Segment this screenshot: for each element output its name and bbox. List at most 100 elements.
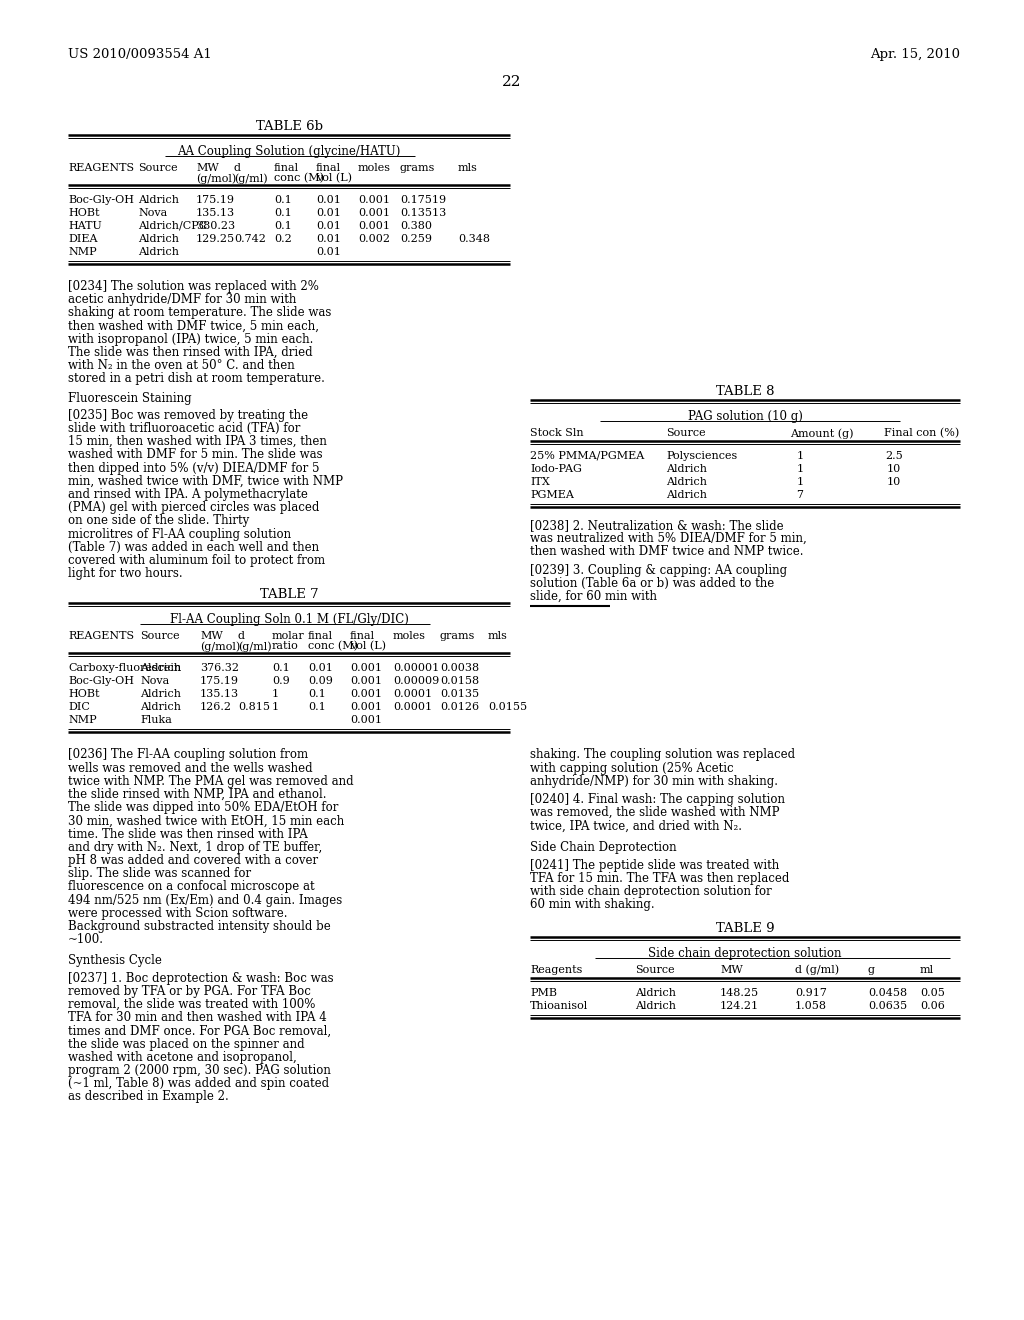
Text: 7: 7 <box>797 490 804 500</box>
Text: with capping solution (25% Acetic: with capping solution (25% Acetic <box>530 762 733 775</box>
Text: 1.058: 1.058 <box>795 1001 827 1011</box>
Text: Source: Source <box>635 965 675 974</box>
Text: 0.13513: 0.13513 <box>400 209 446 218</box>
Text: twice with NMP. The PMA gel was removed and: twice with NMP. The PMA gel was removed … <box>68 775 353 788</box>
Text: 129.25: 129.25 <box>196 234 236 244</box>
Text: 1: 1 <box>272 689 280 700</box>
Text: 10: 10 <box>887 465 901 474</box>
Text: ml: ml <box>920 965 934 974</box>
Text: 0.0155: 0.0155 <box>488 702 527 713</box>
Text: MW: MW <box>200 631 223 642</box>
Text: on one side of the slide. Thirty: on one side of the slide. Thirty <box>68 515 249 528</box>
Text: 0.001: 0.001 <box>350 664 382 673</box>
Text: 380.23: 380.23 <box>196 220 236 231</box>
Text: (g/ml): (g/ml) <box>238 642 271 652</box>
Text: 0.1: 0.1 <box>274 195 292 205</box>
Text: Side Chain Deprotection: Side Chain Deprotection <box>530 841 677 854</box>
Text: Fluka: Fluka <box>140 715 172 726</box>
Text: [0237] 1. Boc deprotection & wash: Boc was: [0237] 1. Boc deprotection & wash: Boc w… <box>68 972 334 985</box>
Text: TABLE 6b: TABLE 6b <box>256 120 323 133</box>
Text: d: d <box>234 162 241 173</box>
Text: anhydride/NMP) for 30 min with shaking.: anhydride/NMP) for 30 min with shaking. <box>530 775 778 788</box>
Text: 126.2: 126.2 <box>200 702 232 713</box>
Text: slide, for 60 min with: slide, for 60 min with <box>530 590 657 603</box>
Text: 0.917: 0.917 <box>795 987 826 998</box>
Text: vol (L): vol (L) <box>350 642 386 652</box>
Text: covered with aluminum foil to protect from: covered with aluminum foil to protect fr… <box>68 554 326 568</box>
Text: 0.001: 0.001 <box>350 676 382 686</box>
Text: 15 min, then washed with IPA 3 times, then: 15 min, then washed with IPA 3 times, th… <box>68 436 327 449</box>
Text: Aldrich: Aldrich <box>138 195 179 205</box>
Text: 1: 1 <box>797 465 804 474</box>
Text: Aldrich: Aldrich <box>635 1001 676 1011</box>
Text: final: final <box>274 162 299 173</box>
Text: wells was removed and the wells washed: wells was removed and the wells washed <box>68 762 312 775</box>
Text: 2.5: 2.5 <box>885 451 903 461</box>
Text: conc (M): conc (M) <box>308 642 358 652</box>
Text: 0.01: 0.01 <box>316 195 341 205</box>
Text: 0.05: 0.05 <box>920 987 945 998</box>
Text: removed by TFA or by PGA. For TFA Boc: removed by TFA or by PGA. For TFA Boc <box>68 985 311 998</box>
Text: AA Coupling Solution (glycine/HATU): AA Coupling Solution (glycine/HATU) <box>177 145 400 158</box>
Text: then washed with DMF twice and NMP twice.: then washed with DMF twice and NMP twice… <box>530 545 804 558</box>
Text: 0.001: 0.001 <box>350 715 382 726</box>
Text: 0.00009: 0.00009 <box>393 676 439 686</box>
Text: [0236] The Fl-AA coupling solution from: [0236] The Fl-AA coupling solution from <box>68 748 308 762</box>
Text: Boc-Gly-OH: Boc-Gly-OH <box>68 676 134 686</box>
Text: PAG solution (10 g): PAG solution (10 g) <box>687 411 803 422</box>
Text: microlitres of Fl-AA coupling solution: microlitres of Fl-AA coupling solution <box>68 528 291 541</box>
Text: solution (Table 6a or b) was added to the: solution (Table 6a or b) was added to th… <box>530 577 774 590</box>
Text: 0.09: 0.09 <box>308 676 333 686</box>
Text: 0.01: 0.01 <box>316 234 341 244</box>
Text: Amount (g): Amount (g) <box>790 428 853 438</box>
Text: 10: 10 <box>887 477 901 487</box>
Text: 0.06: 0.06 <box>920 1001 945 1011</box>
Text: HOBt: HOBt <box>68 209 99 218</box>
Text: pH 8 was added and covered with a cover: pH 8 was added and covered with a cover <box>68 854 318 867</box>
Text: 0.001: 0.001 <box>358 220 390 231</box>
Text: 0.815: 0.815 <box>238 702 270 713</box>
Text: with side chain deprotection solution for: with side chain deprotection solution fo… <box>530 886 772 898</box>
Text: 0.0001: 0.0001 <box>393 689 432 700</box>
Text: Fluorescein Staining: Fluorescein Staining <box>68 392 191 405</box>
Text: Nova: Nova <box>140 676 169 686</box>
Text: were processed with Scion software.: were processed with Scion software. <box>68 907 288 920</box>
Text: acetic anhydride/DMF for 30 min with: acetic anhydride/DMF for 30 min with <box>68 293 296 306</box>
Text: and rinsed with IPA. A polymethacrylate: and rinsed with IPA. A polymethacrylate <box>68 488 308 502</box>
Text: twice, IPA twice, and dried with N₂.: twice, IPA twice, and dried with N₂. <box>530 820 742 833</box>
Text: 0.001: 0.001 <box>350 702 382 713</box>
Text: Nova: Nova <box>138 209 167 218</box>
Text: Aldrich: Aldrich <box>666 477 707 487</box>
Text: TFA for 30 min and then washed with IPA 4: TFA for 30 min and then washed with IPA … <box>68 1011 327 1024</box>
Text: washed with acetone and isopropanol,: washed with acetone and isopropanol, <box>68 1051 297 1064</box>
Text: [0240] 4. Final wash: The capping solution: [0240] 4. Final wash: The capping soluti… <box>530 793 785 807</box>
Text: REAGENTS: REAGENTS <box>68 162 134 173</box>
Text: DIC: DIC <box>68 702 90 713</box>
Text: light for two hours.: light for two hours. <box>68 568 182 581</box>
Text: slip. The slide was scanned for: slip. The slide was scanned for <box>68 867 251 880</box>
Text: [0235] Boc was removed by treating the: [0235] Boc was removed by treating the <box>68 409 308 422</box>
Text: 25% PMMA/PGMEA: 25% PMMA/PGMEA <box>530 451 644 461</box>
Text: Synthesis Cycle: Synthesis Cycle <box>68 954 162 968</box>
Text: and dry with N₂. Next, 1 drop of TE buffer,: and dry with N₂. Next, 1 drop of TE buff… <box>68 841 323 854</box>
Text: ITX: ITX <box>530 477 550 487</box>
Text: mls: mls <box>488 631 508 642</box>
Text: 0.1: 0.1 <box>274 209 292 218</box>
Text: [0239] 3. Coupling & capping: AA coupling: [0239] 3. Coupling & capping: AA couplin… <box>530 564 787 577</box>
Text: final: final <box>308 631 333 642</box>
Text: 135.13: 135.13 <box>200 689 240 700</box>
Text: (g/mol): (g/mol) <box>196 173 237 183</box>
Text: Reagents: Reagents <box>530 965 583 974</box>
Text: 0.001: 0.001 <box>358 209 390 218</box>
Text: Aldrich: Aldrich <box>140 702 181 713</box>
Text: slide with trifluoroacetic acid (TFA) for: slide with trifluoroacetic acid (TFA) fo… <box>68 422 300 436</box>
Text: [0238] 2. Neutralization & wash: The slide: [0238] 2. Neutralization & wash: The sli… <box>530 519 783 532</box>
Text: Aldrich: Aldrich <box>138 234 179 244</box>
Text: PMB: PMB <box>530 987 557 998</box>
Text: HOBt: HOBt <box>68 689 99 700</box>
Text: 0.17519: 0.17519 <box>400 195 446 205</box>
Text: 175.19: 175.19 <box>196 195 234 205</box>
Text: vol (L): vol (L) <box>316 173 352 183</box>
Text: 0.00001: 0.00001 <box>393 664 439 673</box>
Text: time. The slide was then rinsed with IPA: time. The slide was then rinsed with IPA <box>68 828 308 841</box>
